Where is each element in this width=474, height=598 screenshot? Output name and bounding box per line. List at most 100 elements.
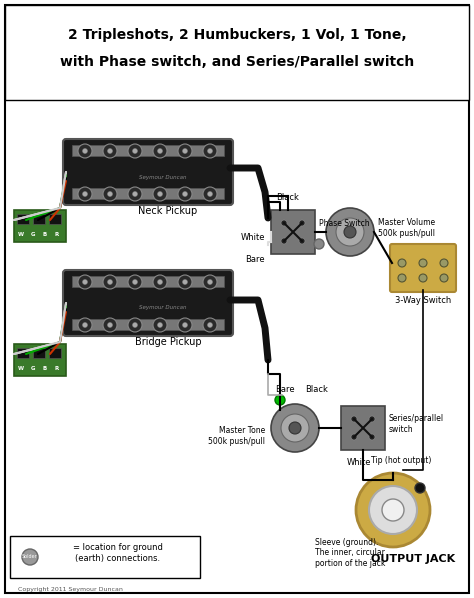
Circle shape bbox=[289, 422, 301, 434]
Text: with Phase switch, and Series/Parallel switch: with Phase switch, and Series/Parallel s… bbox=[60, 55, 414, 69]
Circle shape bbox=[22, 549, 38, 565]
Circle shape bbox=[178, 318, 192, 332]
Circle shape bbox=[153, 144, 167, 158]
Bar bbox=[33, 348, 45, 358]
Circle shape bbox=[128, 275, 142, 289]
Circle shape bbox=[369, 486, 417, 534]
Text: W: W bbox=[18, 233, 24, 237]
Text: = location for ground
(earth) connections.: = location for ground (earth) connection… bbox=[73, 544, 163, 563]
Circle shape bbox=[344, 226, 356, 238]
Circle shape bbox=[314, 239, 324, 249]
Circle shape bbox=[178, 275, 192, 289]
FancyBboxPatch shape bbox=[63, 270, 233, 336]
Bar bbox=[17, 348, 29, 358]
Circle shape bbox=[419, 259, 427, 267]
Circle shape bbox=[78, 144, 92, 158]
Text: Series/parallel
switch: Series/parallel switch bbox=[389, 414, 444, 434]
Text: Neck Pickup: Neck Pickup bbox=[138, 206, 198, 216]
Text: Black: Black bbox=[306, 385, 328, 394]
Bar bbox=[17, 214, 29, 224]
Bar bbox=[10, 536, 200, 578]
Text: Sleeve (ground).
The inner, circular
portion of the jack: Sleeve (ground). The inner, circular por… bbox=[315, 538, 385, 568]
Text: OUTPUT JACK: OUTPUT JACK bbox=[371, 554, 455, 564]
Text: Copyright 2011 Seymour Duncan: Copyright 2011 Seymour Duncan bbox=[18, 587, 123, 592]
Circle shape bbox=[351, 434, 357, 440]
Circle shape bbox=[103, 318, 117, 332]
Circle shape bbox=[208, 148, 212, 154]
Bar bbox=[341, 406, 385, 450]
Circle shape bbox=[398, 274, 406, 282]
Circle shape bbox=[108, 148, 112, 154]
Text: 3-Way Switch: 3-Way Switch bbox=[395, 296, 451, 305]
Circle shape bbox=[440, 259, 448, 267]
Circle shape bbox=[208, 279, 212, 285]
Text: Solder: Solder bbox=[22, 554, 38, 560]
Circle shape bbox=[108, 191, 112, 197]
Circle shape bbox=[382, 499, 404, 521]
Circle shape bbox=[82, 148, 88, 154]
Text: W: W bbox=[18, 367, 24, 371]
Circle shape bbox=[208, 322, 212, 328]
Circle shape bbox=[128, 144, 142, 158]
Text: White: White bbox=[240, 233, 265, 242]
Circle shape bbox=[281, 220, 287, 226]
Circle shape bbox=[299, 238, 305, 244]
Circle shape bbox=[440, 274, 448, 282]
Circle shape bbox=[178, 144, 192, 158]
Circle shape bbox=[157, 148, 163, 154]
Circle shape bbox=[157, 322, 163, 328]
Circle shape bbox=[398, 259, 406, 267]
Circle shape bbox=[281, 238, 287, 244]
Circle shape bbox=[369, 434, 375, 440]
Circle shape bbox=[78, 275, 92, 289]
Text: Tip (hot output): Tip (hot output) bbox=[371, 456, 431, 465]
Circle shape bbox=[271, 404, 319, 452]
Circle shape bbox=[153, 275, 167, 289]
Bar bbox=[49, 348, 61, 358]
Text: Bare: Bare bbox=[246, 255, 265, 264]
Circle shape bbox=[157, 279, 163, 285]
Bar bbox=[14, 210, 66, 242]
Bar bbox=[72, 319, 224, 330]
Circle shape bbox=[356, 473, 430, 547]
Text: Seymour Duncan: Seymour Duncan bbox=[139, 306, 187, 310]
Text: White: White bbox=[347, 458, 371, 467]
Circle shape bbox=[157, 191, 163, 197]
Circle shape bbox=[78, 187, 92, 201]
Circle shape bbox=[182, 322, 188, 328]
Circle shape bbox=[103, 275, 117, 289]
Circle shape bbox=[82, 322, 88, 328]
Circle shape bbox=[128, 187, 142, 201]
Text: G: G bbox=[31, 367, 35, 371]
Text: Phase Switch: Phase Switch bbox=[319, 219, 370, 228]
FancyBboxPatch shape bbox=[390, 244, 456, 292]
Circle shape bbox=[369, 416, 375, 422]
Text: Black: Black bbox=[276, 193, 300, 202]
Text: R: R bbox=[55, 367, 59, 371]
Circle shape bbox=[203, 318, 217, 332]
Circle shape bbox=[153, 187, 167, 201]
Circle shape bbox=[419, 274, 427, 282]
Circle shape bbox=[103, 187, 117, 201]
Circle shape bbox=[182, 191, 188, 197]
Circle shape bbox=[128, 318, 142, 332]
Circle shape bbox=[78, 318, 92, 332]
Bar bbox=[14, 344, 66, 376]
Bar bbox=[33, 214, 45, 224]
Circle shape bbox=[178, 187, 192, 201]
Text: B: B bbox=[43, 233, 47, 237]
Circle shape bbox=[203, 187, 217, 201]
Circle shape bbox=[133, 322, 137, 328]
Text: Bare: Bare bbox=[275, 385, 295, 394]
Bar bbox=[5, 5, 469, 100]
Circle shape bbox=[299, 220, 305, 226]
Text: B: B bbox=[43, 367, 47, 371]
Circle shape bbox=[208, 191, 212, 197]
Bar bbox=[72, 188, 224, 199]
Circle shape bbox=[108, 279, 112, 285]
Circle shape bbox=[281, 414, 309, 442]
Circle shape bbox=[82, 191, 88, 197]
Circle shape bbox=[108, 322, 112, 328]
Text: 2 Tripleshots, 2 Humbuckers, 1 Vol, 1 Tone,: 2 Tripleshots, 2 Humbuckers, 1 Vol, 1 To… bbox=[68, 28, 406, 42]
Circle shape bbox=[82, 279, 88, 285]
